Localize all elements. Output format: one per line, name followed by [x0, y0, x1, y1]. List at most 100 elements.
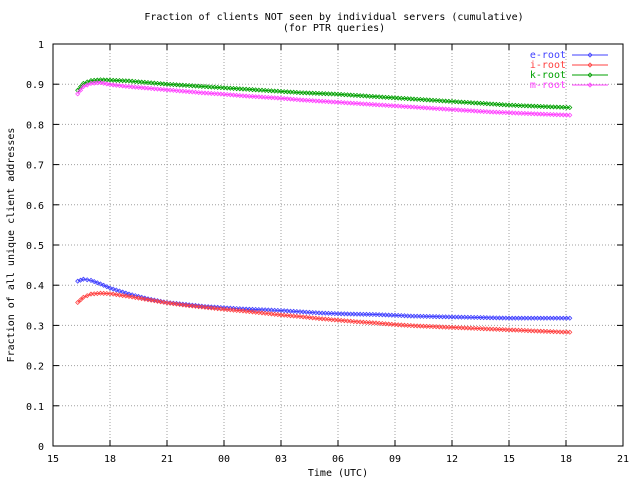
- data-point-k-root: [420, 97, 427, 103]
- data-point-k-root: [471, 100, 477, 106]
- data-point-i-root: [101, 290, 107, 296]
- data-point-m-root: [424, 105, 430, 111]
- data-point-k-root: [291, 89, 297, 95]
- data-point-m-root: [436, 106, 442, 112]
- data-point-k-root: [325, 91, 332, 97]
- data-point-e-root: [477, 314, 484, 321]
- data-point-k-root: [335, 91, 341, 97]
- data-point-m-root: [509, 110, 515, 116]
- data-point-k-root: [243, 86, 249, 92]
- data-point-e-root: [287, 308, 294, 314]
- data-point-i-root: [360, 319, 366, 325]
- data-point-m-root: [427, 105, 433, 111]
- data-point-k-root: [515, 102, 522, 109]
- data-point-e-root: [401, 313, 408, 319]
- data-point-k-root: [208, 84, 214, 90]
- y-tick-label: 0.1: [26, 402, 44, 413]
- data-point-k-root: [313, 90, 319, 96]
- data-point-m-root: [452, 107, 458, 113]
- data-point-i-root: [567, 329, 573, 335]
- legend-label: k-root: [530, 70, 566, 81]
- data-point-e-root: [303, 309, 309, 315]
- data-point-e-root: [496, 315, 503, 321]
- data-point-k-root: [376, 94, 382, 100]
- data-point-k-root: [439, 98, 446, 104]
- data-point-m-root: [262, 94, 268, 100]
- data-point-i-root: [493, 326, 499, 332]
- data-point-i-root: [512, 327, 518, 333]
- data-point-m-root: [449, 106, 455, 113]
- data-point-i-root: [405, 322, 411, 328]
- data-point-e-root: [487, 315, 493, 321]
- data-point-e-root: [319, 310, 325, 316]
- data-point-k-root: [281, 89, 287, 95]
- data-point-k-root: [303, 90, 309, 96]
- x-tick-label: 18: [560, 454, 572, 465]
- data-point-i-root: [462, 325, 468, 331]
- data-point-k-root: [170, 82, 176, 88]
- data-point-e-root: [284, 308, 290, 314]
- data-point-m-root: [563, 112, 570, 118]
- data-point-i-root: [509, 327, 515, 333]
- data-point-e-root: [430, 313, 436, 320]
- data-point-i-root: [433, 324, 439, 330]
- data-point-e-root: [452, 314, 458, 320]
- data-point-m-root: [496, 109, 503, 115]
- data-point-m-root: [455, 107, 461, 113]
- data-point-i-root: [420, 323, 427, 329]
- data-point-m-root: [218, 91, 224, 97]
- data-point-i-root: [519, 327, 525, 333]
- data-point-m-root: [522, 110, 528, 116]
- x-tick-label: 03: [275, 454, 287, 465]
- data-point-k-root: [462, 99, 468, 105]
- data-point-m-root: [398, 103, 404, 109]
- data-point-e-root: [547, 315, 553, 321]
- data-point-k-root: [196, 83, 202, 89]
- data-point-i-root: [500, 326, 506, 333]
- data-point-e-root: [237, 306, 243, 312]
- data-point-m-root: [240, 93, 246, 99]
- data-point-i-root: [395, 322, 401, 328]
- data-point-i-root: [449, 324, 455, 330]
- data-point-e-root: [563, 315, 570, 321]
- data-point-m-root: [401, 103, 408, 110]
- data-point-m-root: [560, 112, 566, 118]
- data-point-m-root: [335, 99, 341, 105]
- data-point-m-root: [408, 104, 414, 110]
- data-point-k-root: [455, 99, 461, 105]
- x-tick-label: 21: [617, 454, 629, 465]
- y-tick-label: 0: [38, 442, 44, 453]
- data-point-e-root: [468, 314, 474, 320]
- data-point-k-root: [468, 100, 474, 106]
- data-point-i-root: [528, 328, 534, 334]
- data-point-i-root: [554, 329, 560, 335]
- data-point-e-root: [512, 315, 518, 321]
- data-point-k-root: [107, 77, 113, 83]
- data-point-e-root: [471, 314, 477, 320]
- data-point-m-root: [503, 110, 509, 116]
- data-point-e-root: [316, 310, 322, 316]
- data-point-k-root: [465, 99, 471, 106]
- data-point-k-root: [351, 92, 357, 98]
- data-point-k-root: [316, 90, 322, 97]
- chart-title: Fraction of clients NOT seen by individu…: [144, 12, 523, 23]
- data-point-m-root: [395, 103, 401, 109]
- data-point-e-root: [306, 309, 313, 315]
- data-point-k-root: [500, 102, 506, 108]
- data-point-i-root: [547, 328, 553, 335]
- data-point-k-root: [224, 85, 230, 91]
- data-point-m-root: [360, 101, 366, 107]
- data-point-m-root: [439, 106, 446, 112]
- data-point-m-root: [211, 91, 218, 97]
- data-point-k-root: [389, 95, 395, 101]
- data-point-i-root: [525, 328, 531, 334]
- data-point-k-root: [398, 95, 404, 101]
- legend-marker: [587, 62, 593, 68]
- data-point-i-root: [515, 327, 522, 333]
- data-point-k-root: [484, 101, 490, 107]
- data-point-m-root: [379, 102, 385, 108]
- data-point-k-root: [240, 86, 246, 92]
- data-point-k-root: [177, 82, 183, 88]
- data-point-e-root: [458, 314, 465, 320]
- data-point-e-root: [519, 315, 525, 321]
